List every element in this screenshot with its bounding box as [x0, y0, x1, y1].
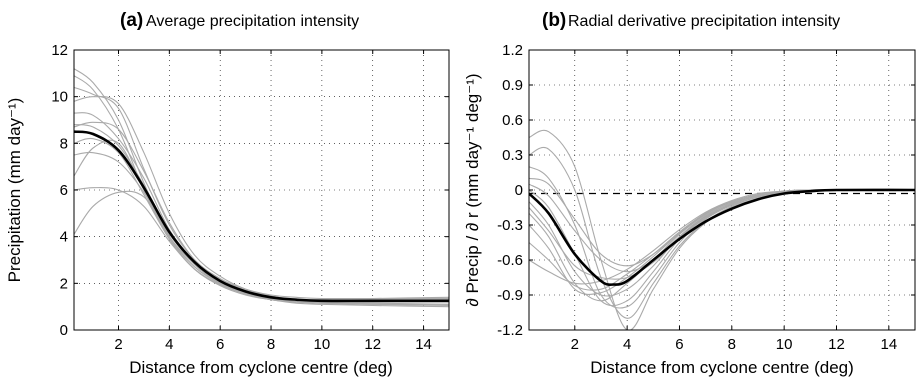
x-tick-label: 8: [728, 336, 736, 353]
panel-a-title: Average precipitation intensity: [146, 13, 359, 30]
panel-a-ylabel: Precipitation (mm day⁻¹): [5, 98, 24, 283]
x-tick-label: 4: [623, 336, 631, 353]
panel-b-title: Radial derivative precipitation intensit…: [568, 13, 840, 30]
panel-a-xlabel: Distance from cyclone centre (deg): [129, 358, 393, 377]
x-tick-label: 2: [114, 336, 122, 353]
x-tick-label: 14: [415, 336, 432, 353]
x-tick-label: 12: [828, 336, 845, 353]
individual-curve: [74, 121, 449, 300]
panel-b-xlabel: Distance from cyclone centre (deg): [590, 358, 854, 377]
individual-curve: [74, 112, 449, 301]
individual-curve: [74, 151, 449, 303]
individual-curve: [529, 189, 915, 280]
x-tick-label: 6: [675, 336, 683, 353]
y-tick-label: -0.9: [497, 287, 523, 304]
y-tick-label: 4: [60, 229, 68, 246]
x-tick-label: 4: [165, 336, 173, 353]
y-tick-label: 0.9: [502, 77, 523, 94]
panel-a-plot-area: [74, 68, 449, 308]
y-tick-label: -1.2: [497, 322, 523, 339]
panel-a-grid: [74, 50, 449, 330]
panel-a-frame: [73, 49, 450, 331]
x-tick-label: 2: [571, 336, 579, 353]
individual-curve: [74, 190, 449, 307]
individual-curve: [74, 96, 449, 301]
individual-curve: [529, 177, 915, 267]
y-tick-label: 2: [60, 275, 68, 292]
x-tick-label: 10: [776, 336, 793, 353]
y-tick-label: -0.6: [497, 252, 523, 269]
individual-curve: [74, 124, 449, 303]
panel-b-label: (b): [542, 10, 566, 31]
panel-b: (b) Radial derivative precipitation inte…: [463, 10, 916, 377]
x-tick-label: 8: [267, 336, 275, 353]
y-tick-label: 0: [60, 322, 68, 339]
y-tick-label: 6: [60, 182, 68, 199]
individual-curve: [74, 75, 449, 305]
panel-a-ticks: 2 4 6 8 10 12 14 0 2 4 6 8 10 12: [51, 42, 449, 353]
individual-curve: [529, 146, 915, 319]
y-tick-label: 1.2: [502, 42, 523, 59]
y-tick-label: 10: [51, 89, 68, 106]
y-tick-label: 8: [60, 135, 68, 152]
y-tick-label: 0: [515, 182, 523, 199]
y-tick-label: 0.6: [502, 112, 523, 129]
x-tick-label: 14: [880, 336, 897, 353]
individual-curve: [74, 68, 449, 303]
x-tick-label: 10: [314, 336, 331, 353]
x-tick-label: 12: [364, 336, 381, 353]
panel-b-ticks: 2 4 6 8 10 12 14 -1.2 -0.9 -0.6 -0.3 0 0.3 0.6 0.9 1.2: [497, 42, 915, 353]
y-tick-label: 12: [51, 42, 68, 59]
x-tick-label: 6: [216, 336, 224, 353]
panel-a-label: (a): [120, 10, 143, 31]
individual-curve: [74, 86, 449, 303]
mean-curve: [529, 188, 915, 287]
y-tick-label: -0.3: [497, 217, 523, 234]
individual-curve: [74, 137, 449, 308]
panel-a: (a) Average precipitation intensity 2 4 6 8…: [5, 10, 450, 377]
mean-curve: [74, 130, 449, 303]
y-tick-label: 0.3: [502, 147, 523, 164]
individual-curve: [74, 187, 449, 303]
panel-b-ylabel: ∂ Precip / ∂ r (mm day⁻¹ deg⁻¹): [463, 73, 482, 306]
panel-b-plot-area: [529, 129, 915, 330]
